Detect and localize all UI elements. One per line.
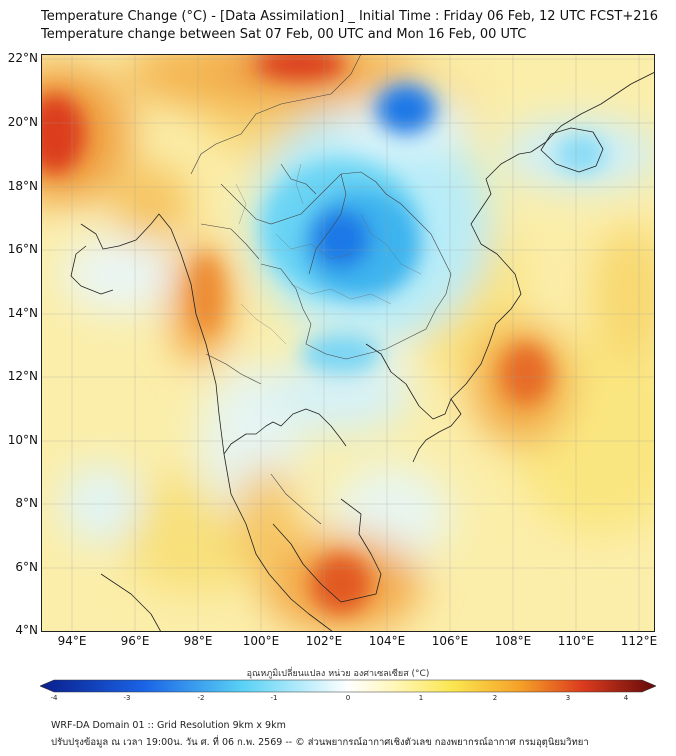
colorbar-title: อุณหภูมิเปลี่ยนแปลง หน่วย องศาเซลเซียส (… bbox=[246, 669, 430, 679]
colorbar-tick: 1 bbox=[418, 694, 424, 702]
colorbar-tick: 2 bbox=[492, 694, 498, 702]
lat-label: 8°N bbox=[15, 496, 38, 510]
lon-label: 110°E bbox=[557, 634, 595, 648]
lon-label: 100°E bbox=[242, 634, 280, 648]
lon-label: 112°E bbox=[620, 634, 658, 648]
colorbar-tick: 3 bbox=[565, 694, 571, 702]
lat-label: 6°N bbox=[15, 560, 38, 574]
temperature-field bbox=[41, 54, 655, 632]
map-title: Temperature Change (°C) - [Data Assimila… bbox=[41, 9, 659, 24]
map-subtitle: Temperature change between Sat 07 Feb, 0… bbox=[41, 27, 527, 42]
lon-label: 94°E bbox=[57, 634, 87, 648]
lon-label: 108°E bbox=[494, 634, 532, 648]
colorbar-tick: 4 bbox=[623, 694, 629, 702]
colorbar-tick: -1 bbox=[270, 694, 278, 702]
temperature-change-map bbox=[41, 54, 655, 632]
graticule bbox=[41, 54, 655, 632]
lon-label: 98°E bbox=[183, 634, 213, 648]
colorbar-tick: -4 bbox=[50, 694, 58, 702]
colorbar bbox=[40, 679, 656, 693]
province-lines bbox=[235, 163, 422, 345]
footer-credit: ปรับปรุงข้อมูล ณ เวลา 19:00น. วัน ศ. ที่… bbox=[51, 737, 589, 748]
lat-label: 10°N bbox=[7, 433, 38, 447]
footer-domain-info: WRF-DA Domain 01 :: Grid Resolution 9km … bbox=[51, 720, 286, 731]
colorbar-tick: 0 bbox=[345, 694, 351, 702]
lat-label: 14°N bbox=[7, 306, 38, 320]
lat-label: 12°N bbox=[7, 369, 38, 383]
lat-label: 20°N bbox=[7, 115, 38, 129]
lat-label: 18°N bbox=[7, 179, 38, 193]
map-canvas bbox=[41, 54, 655, 632]
lat-label: 16°N bbox=[7, 242, 38, 256]
lon-label: 102°E bbox=[305, 634, 343, 648]
lat-label: 22°N bbox=[7, 51, 38, 65]
colorbar-tick: -2 bbox=[197, 694, 205, 702]
lon-label: 106°E bbox=[431, 634, 469, 648]
lon-label: 104°E bbox=[368, 634, 406, 648]
borders bbox=[190, 54, 452, 525]
lat-label: 4°N bbox=[15, 623, 38, 637]
colorbar-tick: -3 bbox=[123, 694, 131, 702]
lon-label: 96°E bbox=[120, 634, 150, 648]
coastlines bbox=[70, 71, 655, 632]
